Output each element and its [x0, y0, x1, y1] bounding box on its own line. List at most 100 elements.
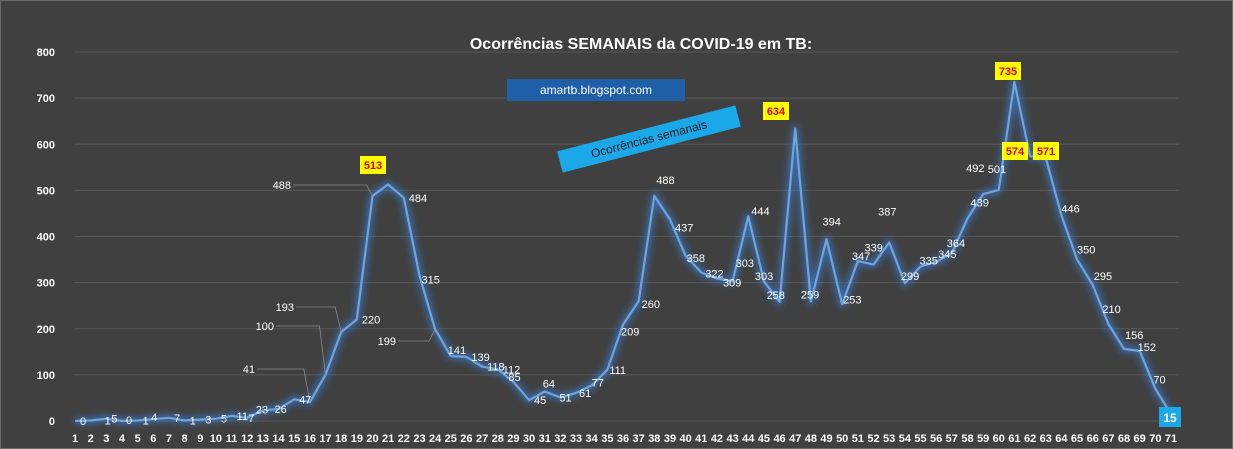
x-tick-label: 54	[899, 433, 912, 445]
y-tick-label: 300	[37, 278, 55, 290]
x-tick-label: 7	[166, 433, 172, 445]
x-tick-label: 66	[1087, 433, 1099, 445]
x-tick-label: 21	[382, 433, 394, 445]
data-label: 3	[205, 415, 211, 427]
x-tick-label: 32	[554, 433, 566, 445]
x-tick-label: 2	[88, 433, 94, 445]
highlight-label-box	[1033, 142, 1059, 160]
x-tick-label: 26	[460, 433, 472, 445]
data-label: 118	[487, 362, 505, 374]
x-tick-label: 49	[820, 433, 832, 445]
highlight-label: 513	[360, 156, 386, 174]
x-tick-label: 55	[914, 433, 926, 445]
y-tick-label: 400	[37, 232, 55, 244]
x-tick-label: 44	[742, 433, 755, 445]
label-leader	[296, 306, 342, 333]
x-tick-label: 14	[272, 433, 285, 445]
x-tick-label: 23	[413, 433, 425, 445]
data-label: 439	[970, 198, 988, 210]
data-label: 11	[237, 411, 248, 423]
data-label: 209	[621, 327, 639, 339]
x-tick-label: 69	[1134, 433, 1146, 445]
data-label: 152	[1138, 342, 1156, 354]
data-label: 501	[988, 164, 1006, 176]
data-label: 339	[865, 243, 883, 255]
highlight-label-text: 513	[364, 160, 382, 172]
x-tick-label: 63	[1040, 433, 1052, 445]
y-tick-label: 100	[37, 370, 55, 382]
y-tick-label: 0	[49, 416, 55, 428]
x-tick-label: 42	[711, 433, 723, 445]
highlight-label-text: 735	[999, 66, 1017, 78]
data-label: 220	[362, 315, 380, 327]
data-label: 70	[1153, 375, 1165, 387]
data-label: 350	[1077, 245, 1095, 257]
last-value-box	[1159, 407, 1181, 427]
data-label: 0	[80, 416, 86, 428]
series-tag-box	[557, 105, 741, 173]
x-tick-label: 17	[319, 433, 331, 445]
data-label: 139	[471, 352, 489, 364]
x-tick-label: 46	[773, 433, 785, 445]
data-label: 156	[1125, 330, 1143, 342]
data-label: 112	[503, 364, 521, 376]
data-label: 258	[767, 290, 785, 302]
data-label: 1	[190, 416, 196, 428]
x-tick-label: 16	[304, 433, 316, 445]
last-value-text: 15	[1163, 411, 1177, 425]
data-label: 295	[1094, 271, 1112, 283]
highlight-label: 571	[1033, 142, 1059, 160]
y-tick-label: 600	[37, 139, 55, 151]
data-label: 484	[409, 193, 427, 205]
x-tick-label: 58	[961, 433, 973, 445]
series-tag: Ocorrências semanais	[557, 105, 741, 173]
highlight-label-text: 574	[1006, 146, 1025, 158]
x-tick-label: 12	[241, 433, 253, 445]
highlight-label: 735	[995, 62, 1021, 80]
data-label: 45	[534, 395, 546, 407]
x-tick-label: 28	[492, 433, 504, 445]
highlight-label: 574	[1002, 142, 1028, 160]
leader-lines	[257, 184, 436, 403]
x-tick-label: 67	[1102, 433, 1114, 445]
label-leader	[293, 184, 373, 197]
x-tick-label: 24	[429, 433, 442, 445]
highlight-label-text: 634	[767, 106, 786, 118]
label-leader	[257, 368, 311, 403]
x-tick-label: 5	[135, 433, 141, 445]
data-label: 141	[448, 345, 466, 357]
x-tick-label: 41	[695, 433, 707, 445]
data-label: 1	[105, 416, 111, 428]
highlight-label-box	[763, 102, 789, 120]
x-tick-label: 65	[1071, 433, 1083, 445]
highlight-label-box	[360, 156, 386, 174]
label-leader	[276, 325, 326, 375]
x-tick-label: 60	[993, 433, 1005, 445]
data-label: 193	[276, 302, 294, 314]
data-label: 488	[273, 180, 291, 192]
data-label: 1	[143, 416, 149, 428]
data-label: 210	[1102, 304, 1120, 316]
x-tick-label: 43	[726, 433, 738, 445]
data-label: 303	[755, 271, 773, 283]
x-tick-label: 70	[1149, 433, 1161, 445]
x-tick-label: 30	[523, 433, 535, 445]
label-leader	[398, 329, 436, 342]
data-label: 322	[705, 268, 723, 280]
x-tick-label: 29	[507, 433, 519, 445]
data-label: 335	[919, 255, 937, 267]
x-tick-label: 53	[883, 433, 895, 445]
data-label: 23	[256, 404, 268, 416]
x-tick-label: 25	[445, 433, 457, 445]
x-tick-label: 11	[226, 433, 238, 445]
data-label: 303	[736, 258, 754, 270]
data-label: 364	[947, 238, 965, 250]
blog-banner: amartb.blogspot.com	[507, 79, 685, 101]
x-tick-label: 52	[867, 433, 879, 445]
series-line	[74, 80, 1172, 423]
x-tick-label: 71	[1165, 433, 1177, 445]
data-label: 51	[559, 392, 571, 404]
x-tick-label: 31	[539, 433, 551, 445]
data-label: 253	[843, 294, 861, 306]
